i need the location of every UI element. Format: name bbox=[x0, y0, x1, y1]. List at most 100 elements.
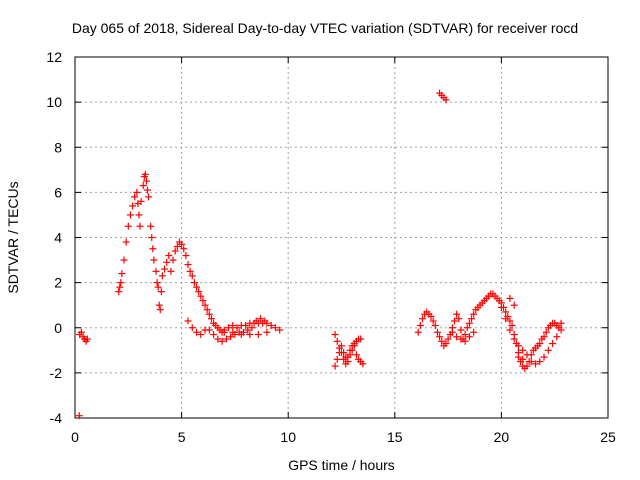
data-point bbox=[340, 355, 348, 363]
data-point bbox=[256, 315, 264, 323]
data-point bbox=[463, 324, 471, 332]
data-point bbox=[163, 258, 171, 266]
y-tick-label: 0 bbox=[54, 320, 62, 336]
y-tick-label: -2 bbox=[50, 365, 63, 381]
data-point bbox=[540, 333, 548, 341]
x-axis: 0 5 10 15 20 25 bbox=[71, 57, 616, 445]
data-point bbox=[165, 252, 173, 260]
data-point bbox=[514, 342, 522, 350]
y-tick-label: 2 bbox=[54, 275, 62, 291]
data-point bbox=[190, 279, 198, 287]
x-tick-label: 10 bbox=[280, 429, 296, 445]
data-point bbox=[157, 288, 165, 296]
data-point bbox=[118, 270, 126, 278]
data-point bbox=[453, 333, 461, 341]
data-point bbox=[199, 297, 207, 305]
data-point bbox=[331, 331, 339, 339]
data-point bbox=[438, 337, 446, 345]
data-point bbox=[431, 321, 439, 329]
data-point bbox=[514, 353, 522, 361]
data-point bbox=[442, 96, 450, 104]
data-point bbox=[77, 328, 85, 336]
y-tick-label: 4 bbox=[54, 230, 62, 246]
data-point bbox=[218, 337, 226, 345]
data-point bbox=[142, 177, 150, 185]
data-point bbox=[457, 335, 465, 343]
data-point bbox=[141, 170, 149, 178]
data-point bbox=[523, 351, 531, 359]
data-point bbox=[225, 324, 233, 332]
data-point bbox=[506, 294, 514, 302]
data-point bbox=[117, 279, 125, 287]
data-point bbox=[419, 315, 427, 323]
data-point bbox=[244, 326, 252, 334]
data-point bbox=[116, 283, 124, 291]
data-point bbox=[248, 324, 256, 332]
data-point bbox=[193, 328, 201, 336]
data-point bbox=[352, 351, 360, 359]
data-point bbox=[139, 182, 147, 190]
data-point bbox=[145, 193, 153, 201]
y-tick-label: 12 bbox=[46, 49, 62, 65]
data-point bbox=[242, 321, 250, 329]
data-point bbox=[468, 315, 476, 323]
data-point bbox=[416, 321, 424, 329]
data-point bbox=[461, 331, 469, 339]
data-point bbox=[470, 310, 478, 318]
y-tick-label: 8 bbox=[54, 139, 62, 155]
x-tick-label: 25 bbox=[600, 429, 616, 445]
data-point bbox=[143, 186, 151, 194]
data-point bbox=[205, 310, 213, 318]
data-point bbox=[197, 292, 205, 300]
data-point bbox=[246, 331, 254, 339]
data-point bbox=[237, 331, 245, 339]
x-tick-label: 5 bbox=[178, 429, 186, 445]
data-point bbox=[510, 335, 518, 343]
data-point bbox=[540, 353, 548, 361]
data-point bbox=[263, 328, 271, 336]
data-point bbox=[155, 301, 163, 309]
data-point bbox=[497, 303, 505, 311]
data-point bbox=[178, 240, 186, 248]
data-point bbox=[450, 317, 458, 325]
data-point bbox=[252, 317, 260, 325]
chart-title: Day 065 of 2018, Sidereal Day-to-day VTE… bbox=[72, 20, 578, 36]
data-point bbox=[188, 272, 196, 280]
data-point bbox=[193, 283, 201, 291]
data-point bbox=[457, 326, 465, 334]
data-point bbox=[254, 331, 262, 339]
data-point bbox=[120, 256, 128, 264]
x-tick-label: 0 bbox=[71, 429, 79, 445]
data-point bbox=[433, 328, 441, 336]
data-point bbox=[171, 247, 179, 255]
data-point bbox=[169, 256, 177, 264]
data-point bbox=[75, 412, 83, 420]
data-point bbox=[156, 306, 164, 314]
data-point bbox=[147, 222, 155, 230]
x-tick-label: 15 bbox=[387, 429, 403, 445]
data-point bbox=[150, 256, 158, 264]
data-point bbox=[448, 328, 456, 336]
data-point bbox=[129, 202, 137, 210]
y-tick-label: -4 bbox=[50, 410, 63, 426]
data-point bbox=[167, 267, 175, 275]
data-point bbox=[229, 328, 237, 336]
data-point bbox=[542, 328, 550, 336]
data-point bbox=[532, 360, 540, 368]
data-point bbox=[222, 335, 230, 343]
data-point bbox=[427, 312, 435, 320]
data-point bbox=[201, 301, 209, 309]
y-tick-label: 6 bbox=[54, 184, 62, 200]
data-point bbox=[436, 333, 444, 341]
data-point bbox=[220, 328, 228, 336]
data-point bbox=[536, 340, 544, 348]
data-point bbox=[136, 222, 144, 230]
x-axis-label: GPS time / hours bbox=[288, 457, 395, 473]
data-point bbox=[536, 358, 544, 366]
data-point bbox=[197, 331, 205, 339]
data-point bbox=[83, 335, 91, 343]
data-point bbox=[229, 321, 237, 329]
y-axis-label: SDTVAR / TECUs bbox=[5, 181, 21, 293]
data-point bbox=[557, 326, 565, 334]
